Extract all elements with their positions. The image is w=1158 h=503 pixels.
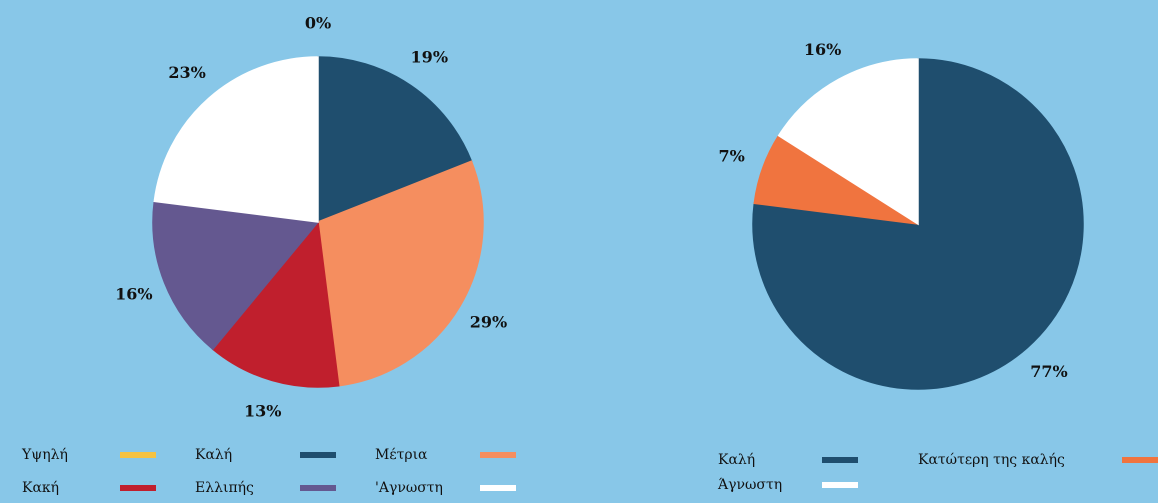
legend-label: Ελλιπής <box>195 480 254 496</box>
pie-slice <box>317 160 484 387</box>
pie-slice <box>211 220 340 388</box>
pie-slice <box>153 56 319 223</box>
legend-swatch <box>822 482 858 488</box>
legend-swatch <box>480 452 516 458</box>
legend-label: Καλή <box>195 447 232 463</box>
legend-swatch <box>300 452 336 458</box>
legend-swatch <box>822 457 858 463</box>
legend-swatch <box>120 485 156 491</box>
pie-slice <box>752 58 1084 390</box>
pie-slice <box>317 56 473 224</box>
slice-label: 16% <box>804 40 841 59</box>
slice-label: 23% <box>168 63 205 82</box>
legend-label: Κακή <box>22 480 59 496</box>
slice-label: 7% <box>719 146 745 165</box>
pie-slice <box>152 200 320 351</box>
legend-label: Καλή <box>718 452 755 468</box>
slice-label: 77% <box>1030 362 1067 381</box>
legend-label: Μέτρια <box>375 446 428 463</box>
slice-label: 13% <box>244 402 281 421</box>
pie-slice <box>777 58 919 226</box>
slice-label: 19% <box>411 48 448 67</box>
legend-label: Υψηλή <box>21 447 68 463</box>
legend-label: Κατώτερη της καλής <box>918 452 1065 468</box>
legend-swatch <box>1122 457 1158 463</box>
slice-label: 0% <box>305 14 331 33</box>
legend-swatch <box>300 485 336 491</box>
slice-label: 29% <box>470 312 507 331</box>
legend-swatch <box>120 452 156 458</box>
legend-label: 'Αγνωστη <box>375 480 443 496</box>
legend-label: Άγνωστη <box>717 477 782 493</box>
legend-swatch <box>480 485 516 491</box>
slice-label: 16% <box>115 284 152 303</box>
